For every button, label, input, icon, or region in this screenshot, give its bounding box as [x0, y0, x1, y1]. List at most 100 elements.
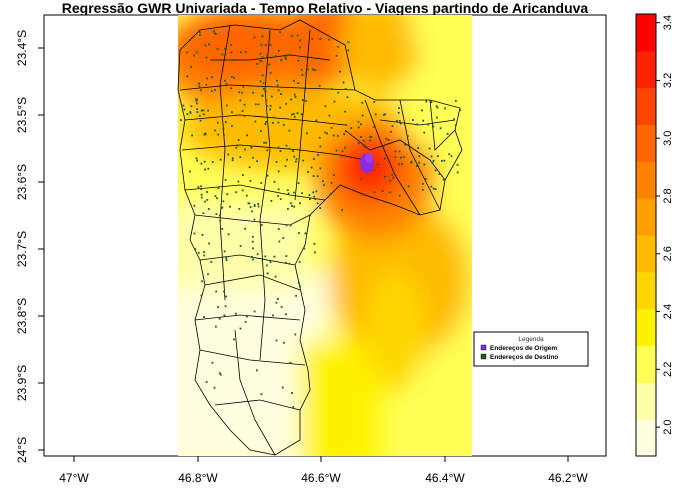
destination-point — [287, 54, 290, 56]
destination-point — [200, 193, 203, 196]
colorbar-tick-label: 2.2 — [662, 362, 674, 377]
destination-point — [394, 156, 397, 159]
destination-point — [231, 111, 233, 113]
destination-point — [280, 93, 282, 95]
destination-point — [398, 194, 401, 197]
destination-point — [285, 102, 288, 105]
map-title: Regressão GWR Univariada - Tempo Relativ… — [61, 0, 589, 16]
destination-point — [202, 212, 205, 215]
destination-point — [194, 248, 197, 251]
destination-point — [412, 119, 414, 121]
destination-point — [362, 139, 365, 142]
destination-point — [224, 79, 226, 82]
destination-point — [273, 255, 276, 258]
destination-point — [263, 141, 265, 144]
destination-point — [273, 180, 276, 183]
destination-point — [431, 161, 434, 164]
destination-point — [291, 205, 293, 207]
destination-point — [229, 205, 231, 208]
destination-point — [219, 373, 222, 376]
destination-point — [195, 99, 198, 102]
destination-point — [203, 316, 205, 318]
destination-point — [310, 166, 313, 169]
destination-point — [418, 161, 421, 164]
destination-point — [339, 70, 341, 73]
destination-point — [330, 126, 333, 129]
destination-point — [400, 156, 402, 159]
destination-point — [222, 200, 225, 203]
destination-point — [382, 145, 385, 147]
destination-point — [306, 132, 308, 135]
destination-point — [231, 157, 234, 160]
destination-point — [276, 79, 279, 82]
colorbar: 2.0 2.2 2.4 2.6 2.8 3.0 3.2 3.4 — [635, 13, 674, 457]
destination-point — [274, 275, 277, 278]
destination-point — [385, 137, 388, 140]
destination-point — [186, 113, 189, 116]
destination-point — [244, 321, 247, 323]
destination-point — [195, 98, 197, 101]
destination-point — [259, 52, 262, 55]
destination-point — [286, 189, 289, 192]
destination-point — [389, 179, 392, 182]
destination-point — [407, 185, 410, 188]
destination-point — [430, 185, 433, 188]
destination-point — [277, 228, 280, 230]
destination-point — [282, 124, 285, 126]
y-tick-label: 24°S — [15, 437, 29, 463]
x-axis — [73, 456, 569, 462]
destination-point — [217, 121, 219, 124]
destination-point — [249, 206, 252, 208]
destination-point — [292, 191, 295, 194]
destination-point — [257, 205, 260, 208]
destination-point — [237, 139, 240, 141]
destination-point — [265, 99, 268, 102]
destination-point — [236, 144, 239, 147]
destination-point — [189, 111, 192, 113]
destination-point — [424, 178, 427, 180]
destination-point — [260, 393, 263, 396]
destination-point — [204, 168, 206, 171]
destination-point — [282, 341, 285, 344]
destination-point — [323, 184, 325, 186]
destination-point — [423, 131, 426, 134]
destination-point — [275, 339, 278, 342]
destination-point — [284, 165, 287, 168]
destination-point — [324, 105, 327, 108]
destination-point — [384, 175, 386, 178]
destination-point — [219, 214, 221, 217]
destination-point — [337, 91, 340, 94]
destination-point — [201, 234, 204, 236]
destination-point — [328, 38, 331, 41]
destination-point — [293, 93, 296, 96]
destination-point — [292, 406, 295, 408]
destination-point — [357, 120, 360, 123]
destination-point — [318, 84, 321, 87]
destination-point — [277, 188, 280, 191]
destination-point — [262, 82, 265, 85]
destination-point — [261, 95, 264, 97]
destination-point — [214, 195, 217, 198]
destination-point — [421, 109, 423, 112]
destination-point — [438, 173, 441, 175]
destination-point — [295, 294, 297, 297]
colorbar-band — [636, 87, 656, 125]
destination-point — [319, 38, 322, 40]
destination-point — [396, 120, 398, 122]
destination-point — [300, 113, 303, 116]
destination-point — [330, 181, 333, 184]
destination-point — [434, 169, 437, 172]
destination-point — [344, 110, 347, 113]
destination-point — [432, 159, 435, 162]
destination-point — [206, 199, 209, 201]
colorbar-band — [636, 50, 656, 89]
destination-point — [384, 157, 386, 160]
destination-point — [225, 257, 228, 259]
destination-point — [319, 207, 322, 209]
destination-points — [180, 30, 461, 408]
destination-point — [223, 250, 226, 253]
destination-point — [250, 146, 253, 149]
destination-point — [285, 224, 288, 227]
destination-point — [190, 105, 193, 108]
destination-point — [279, 106, 282, 109]
